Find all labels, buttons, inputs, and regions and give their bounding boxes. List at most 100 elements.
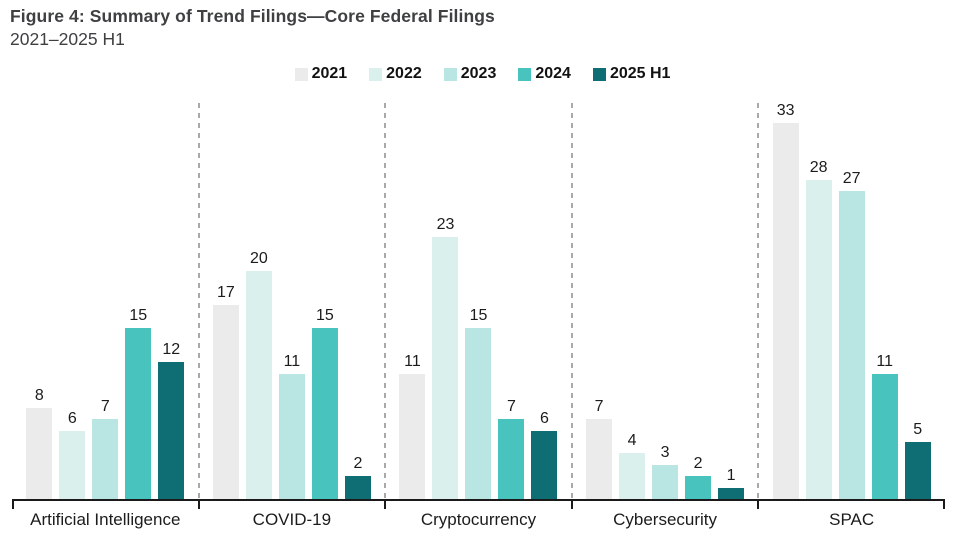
bar [619, 453, 646, 499]
group-separator [757, 103, 760, 499]
axis-tick [12, 499, 14, 509]
bar [158, 362, 185, 499]
bar-column: 6 [531, 410, 558, 499]
bar [125, 328, 152, 499]
bar-group: 17 20 11 15 2 [199, 103, 386, 499]
axis-tick [384, 499, 387, 509]
bar-column: 20 [245, 251, 272, 499]
bar-value-label: 7 [100, 398, 110, 415]
bar-value-label: 28 [809, 159, 828, 176]
bar [718, 488, 745, 499]
bar [531, 431, 558, 499]
bar [59, 431, 86, 499]
bar-value-label: 4 [627, 432, 637, 449]
bar-column: 5 [904, 421, 931, 499]
bar-column: 7 [92, 398, 119, 499]
bar-column: 27 [838, 170, 865, 499]
bar-column: 11 [278, 353, 305, 499]
legend-swatch-icon [369, 67, 383, 81]
x-axis-line [12, 499, 945, 501]
bar-column: 2 [344, 455, 371, 499]
bar-value-label: 2 [353, 455, 363, 472]
bar-column: 17 [212, 284, 239, 499]
bar-value-label: 27 [842, 170, 861, 187]
bar-column: 1 [718, 467, 745, 499]
bar [586, 419, 613, 499]
bar-column: 2 [685, 455, 712, 499]
legend-label: 2025 H1 [609, 65, 671, 82]
bar-column: 11 [399, 353, 426, 499]
legend-swatch-icon [294, 67, 308, 81]
bar [92, 419, 119, 499]
figure-subtitle: 2021–2025 H1 [10, 29, 125, 49]
category-axis: Artificial Intelligence COVID-19 Cryptocur… [12, 510, 945, 530]
legend-label: 2023 [460, 65, 497, 82]
bar-column: 12 [158, 342, 185, 499]
bar-column: 3 [652, 444, 679, 499]
bar-group: 7 4 3 2 1 [572, 103, 759, 499]
bar-value-label: 8 [34, 387, 44, 404]
legend-item: 2022 [369, 65, 422, 83]
legend: 2021 2022 2023 2024 2025 H1 [0, 65, 965, 83]
bar-value-label: 33 [776, 102, 795, 119]
bar [838, 191, 865, 499]
bar-value-label: 6 [540, 410, 549, 427]
bar-column: 28 [805, 159, 832, 499]
bar [212, 305, 239, 499]
bar [245, 271, 272, 499]
category-label: Cryptocurrency [420, 510, 537, 529]
bar-column: 4 [619, 432, 646, 499]
bar [311, 328, 338, 499]
bar-column: 7 [586, 398, 613, 499]
bar-value-label: 15 [129, 307, 148, 324]
bar [344, 476, 371, 499]
bar-column: 23 [432, 216, 459, 499]
legend-swatch-icon [443, 67, 457, 81]
bar-value-label: 5 [913, 421, 923, 438]
legend-label: 2021 [311, 65, 348, 82]
legend-label: 2022 [386, 65, 422, 82]
bar [399, 374, 426, 499]
bar-value-label: 15 [469, 307, 488, 324]
bar [904, 442, 931, 499]
bar-value-label: 23 [436, 216, 455, 233]
bar-column: 15 [311, 307, 338, 499]
bar-value-label: 1 [726, 467, 736, 484]
bar-group: 11 23 15 7 6 [385, 103, 572, 499]
bar-value-label: 7 [507, 398, 516, 415]
figure-header: Figure 4: Summary of Trend Filings—Core … [10, 6, 495, 50]
legend-item: 2021 [294, 65, 348, 83]
bar-column: 6 [59, 410, 86, 499]
bar-column: 11 [871, 353, 898, 499]
bar-value-label: 3 [660, 444, 670, 461]
bar-value-label: 11 [876, 353, 893, 370]
bar-value-label: 11 [283, 353, 301, 370]
bar [498, 419, 525, 499]
bar-group: 8 6 7 15 12 [12, 103, 199, 499]
bar-value-label: 17 [216, 284, 235, 301]
bar-column: 7 [498, 398, 525, 499]
bar-value-label: 6 [67, 410, 77, 427]
legend-item: 2025 H1 [592, 65, 671, 83]
bar [871, 374, 898, 499]
bar-value-label: 15 [315, 307, 334, 324]
legend-swatch-icon [518, 67, 532, 81]
bar-value-label: 2 [693, 455, 703, 472]
group-separator [197, 103, 200, 499]
bar-column: 15 [465, 307, 492, 499]
axis-tick [197, 499, 200, 509]
bar [805, 180, 832, 499]
bar-value-label: 11 [404, 353, 421, 370]
axis-tick [943, 499, 945, 509]
bar [26, 408, 53, 499]
bar-group: 33 28 27 11 5 [758, 103, 945, 499]
category-label: SPAC [829, 510, 875, 529]
legend-item: 2024 [518, 65, 571, 83]
category-label: Cybersecurity [613, 510, 718, 529]
axis-tick [570, 499, 573, 509]
figure-title: Figure 4: Summary of Trend Filings—Core … [10, 6, 495, 26]
bar-value-label: 7 [594, 398, 604, 415]
plot-area: 8 6 7 15 12 17 20 11 15 2 11 23 15 7 6 7 4 3 2 1 33 28 27 11 5 [12, 103, 945, 499]
bar [278, 374, 305, 499]
legend-item: 2023 [443, 65, 497, 83]
